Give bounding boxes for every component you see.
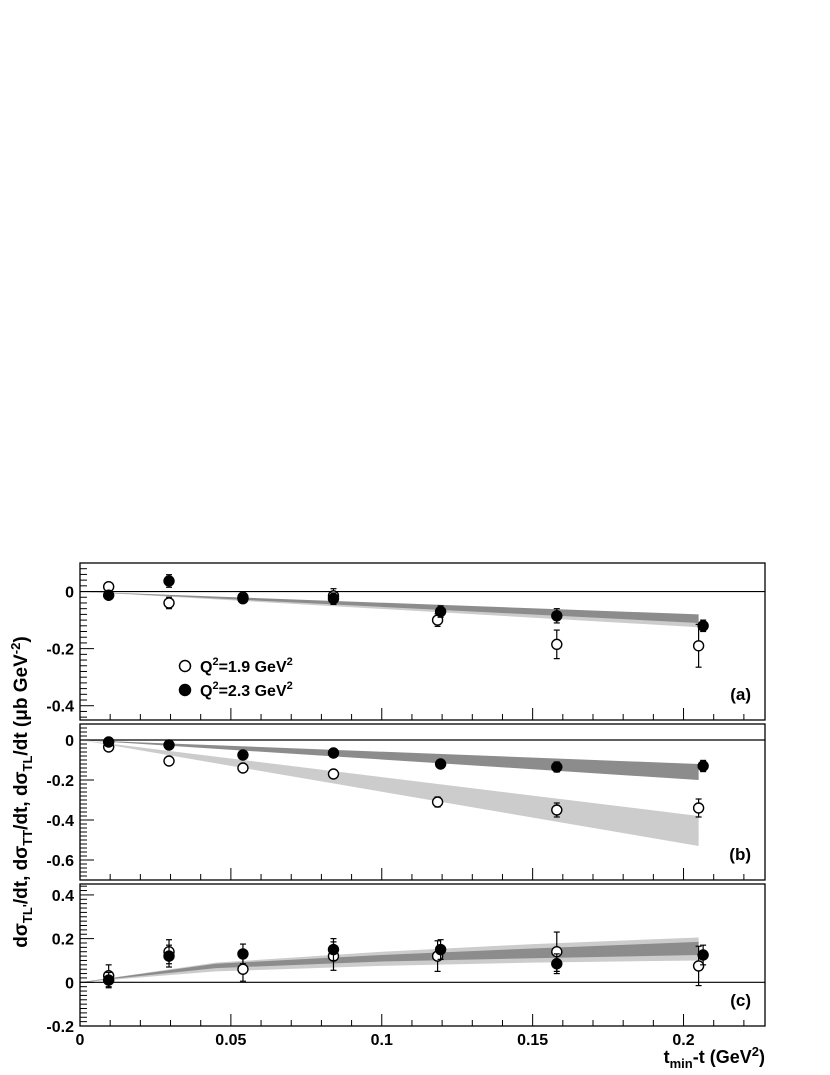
data-point-q2-2.3 bbox=[434, 758, 447, 770]
y-tick-label: -0.6 bbox=[46, 853, 74, 870]
legend-marker-open-circle bbox=[178, 659, 192, 673]
data-point-q2-2.3 bbox=[327, 592, 340, 605]
legend-marker-filled-circle bbox=[178, 683, 192, 697]
x-axis-title: tmin-t (GeV2) bbox=[664, 1044, 765, 1071]
panel-b: 0 -0.2 -0.4 -0.6 (b) bbox=[46, 723, 766, 881]
panel-frame bbox=[79, 883, 766, 1027]
data-point-q2-2.3 bbox=[237, 948, 249, 960]
y-axis-title: dσTL'/dt, dσTT/dt, dσTL/dt (μb GeV-2) bbox=[8, 636, 35, 947]
model-band-1 bbox=[80, 740, 699, 846]
model-band-2 bbox=[80, 941, 699, 983]
panel-frame bbox=[79, 723, 766, 881]
panel-frame bbox=[79, 562, 766, 721]
x-tick-labels: 0 0.05 0.1 0.15 0.2 bbox=[76, 1032, 695, 1049]
panel-a: 0 -0.2 -0.4 (a) bbox=[46, 562, 766, 721]
data-point-q2-2.3 bbox=[551, 958, 563, 970]
data-point-q2-1.9 bbox=[327, 768, 340, 780]
data-point-q2-1.9 bbox=[551, 638, 563, 651]
legend: Q2=1.9 GeV2 Q2=2.3 GeV2 bbox=[178, 656, 293, 700]
data-point-q2-2.3 bbox=[697, 620, 709, 632]
y-tick-label: 0 bbox=[65, 733, 74, 750]
data-point-q2-1.9 bbox=[237, 762, 249, 774]
data-point-q2-2.3 bbox=[697, 949, 709, 961]
data-point-q2-2.3 bbox=[327, 747, 340, 759]
data-point-q2-2.3 bbox=[163, 739, 175, 751]
y-tick-label: 0 bbox=[65, 585, 74, 602]
model-band-1 bbox=[80, 591, 699, 628]
data-point-q2-1.9 bbox=[431, 796, 444, 808]
data-point-q2-2.3 bbox=[327, 943, 340, 956]
x-tick-label: 0.05 bbox=[215, 1032, 246, 1049]
x-tick-label: 0.2 bbox=[672, 1032, 694, 1049]
y-tick-label: -0.4 bbox=[46, 699, 74, 716]
data-point-q2-2.3 bbox=[434, 943, 447, 956]
model-band-2 bbox=[80, 740, 699, 780]
y-tick-label: -0.2 bbox=[46, 642, 74, 659]
y-tick-label: -0.2 bbox=[46, 1019, 74, 1036]
data-point-q2-2.3 bbox=[551, 610, 563, 622]
panel-tag: (b) bbox=[729, 845, 751, 864]
legend-entry-2: Q2=2.3 GeV2 bbox=[200, 680, 293, 700]
panels-layer: 0-0.2-0.4(a)0-0.2-0.4-0.6 (b)-0.200.20.4(… bbox=[46, 562, 766, 1049]
x-tick-label: 0 bbox=[76, 1032, 85, 1049]
y-tick-label: 0.4 bbox=[52, 888, 74, 905]
data-point-q2-1.9 bbox=[551, 804, 563, 816]
x-tick-label: 0.1 bbox=[371, 1032, 393, 1049]
data-point-q2-2.3 bbox=[237, 749, 249, 761]
legend-entry-1: Q2=1.9 GeV2 bbox=[200, 656, 293, 676]
data-point-q2-1.9 bbox=[237, 963, 249, 975]
data-point-q2-2.3 bbox=[434, 605, 447, 618]
panel-tag: (c) bbox=[730, 991, 751, 1010]
y-tick-label: -0.2 bbox=[46, 773, 74, 790]
data-point-q2-2.3 bbox=[102, 974, 115, 986]
data-point-q2-1.9 bbox=[692, 640, 705, 652]
panel-tag: (a) bbox=[730, 685, 751, 704]
y-tick-label: -0.4 bbox=[46, 813, 74, 830]
data-point-q2-1.9 bbox=[692, 802, 705, 814]
data-point-q2-1.9 bbox=[163, 755, 175, 767]
data-point-q2-2.3 bbox=[102, 736, 115, 748]
data-point-q2-2.3 bbox=[163, 575, 175, 587]
x-tick-label: 0.15 bbox=[517, 1032, 548, 1049]
data-point-q2-1.9 bbox=[163, 597, 175, 609]
y-tick-label: 0.2 bbox=[52, 932, 74, 949]
data-point-q2-2.3 bbox=[102, 589, 115, 601]
y-tick-label: 0 bbox=[65, 975, 74, 992]
data-point-q2-1.9 bbox=[692, 960, 705, 972]
data-point-q2-2.3 bbox=[163, 950, 175, 962]
data-point-q2-2.3 bbox=[551, 761, 563, 773]
panel-c: -0.2 0 0.2 0.4 (c) bbox=[46, 883, 766, 1036]
data-point-q2-2.3 bbox=[697, 760, 709, 772]
data-point-q2-2.3 bbox=[237, 592, 249, 605]
model-band-2 bbox=[80, 591, 699, 623]
